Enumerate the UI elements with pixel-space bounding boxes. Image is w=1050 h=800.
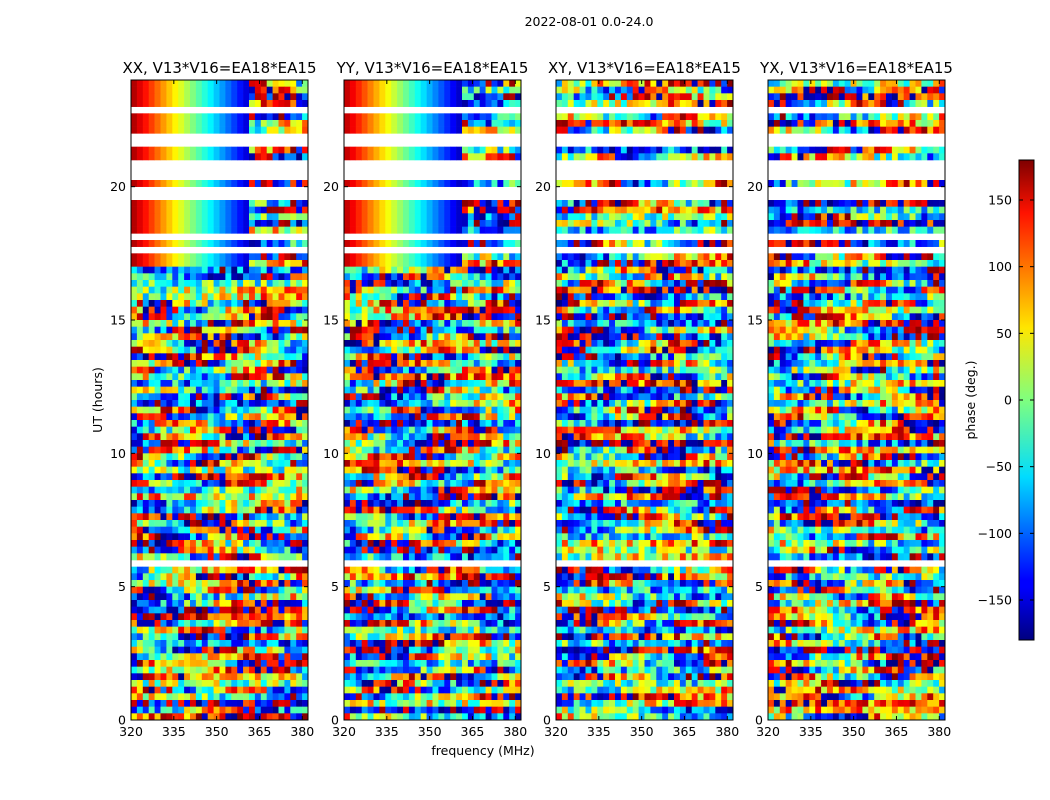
x-tick-label: 350	[205, 724, 229, 739]
panel-frame	[555, 79, 734, 721]
y-tick-label: 10	[323, 446, 339, 461]
x-tick-label: 365	[248, 724, 272, 739]
panel-title: YY, V13*V16=EA18*EA15	[336, 59, 529, 77]
y-tick-label: 0	[755, 713, 763, 728]
phase-heatmap	[768, 80, 946, 721]
y-tick-label: 10	[535, 446, 551, 461]
colorbar-label: phase (deg.)	[963, 361, 978, 440]
x-tick-label: 335	[162, 724, 186, 739]
y-tick-label: 5	[543, 579, 551, 594]
panel-3: XY, V13*V16=EA18*EA15 320 335 350 365 380 0 5 10…	[535, 59, 741, 739]
x-tick-label: 335	[587, 724, 611, 739]
y-tick-label: 15	[535, 313, 551, 328]
panel-title: XY, V13*V16=EA18*EA15	[548, 59, 741, 77]
x-tick-label: 380	[927, 724, 951, 739]
panel-title: XX, V13*V16=EA18*EA15	[122, 59, 316, 77]
panel-frame	[343, 79, 522, 721]
colorbar-tick-label: −50	[986, 459, 1012, 474]
x-tick-label: 320	[756, 724, 780, 739]
x-tick-label: 365	[673, 724, 697, 739]
y-tick-label: 0	[331, 713, 339, 728]
colorbar-tick-label: 0	[1004, 393, 1012, 408]
figure-suptitle: 2022-08-01 0.0-24.0	[525, 14, 654, 29]
panel-4: YX, V13*V16=EA18*EA15 320 335 350 365 380 0 5 10…	[747, 59, 953, 739]
y-tick-label: 20	[747, 179, 763, 194]
panel-1: XX, V13*V16=EA18*EA15 320 335 350 365 380 0 5 10…	[110, 59, 316, 739]
panel-2: YY, V13*V16=EA18*EA15 320 335 350 365 380 0 5 10…	[323, 59, 528, 739]
x-tick-label: 350	[418, 724, 442, 739]
phase-heatmap	[131, 80, 309, 721]
x-tick-label: 365	[461, 724, 485, 739]
y-tick-label: 5	[331, 579, 339, 594]
y-tick-label: 0	[543, 713, 551, 728]
colorbar-tick-label: 100	[988, 259, 1012, 274]
colorbar-tick-label: 150	[988, 193, 1012, 208]
colorbar-ticks: 150 100 50 0 −50 −100 −150	[978, 193, 1034, 608]
x-tick-label: 320	[544, 724, 568, 739]
y-tick-label: 15	[110, 313, 126, 328]
y-tick-label: 10	[747, 446, 763, 461]
phase-heatmap	[556, 80, 734, 721]
x-tick-label: 350	[842, 724, 866, 739]
panel-title: YX, V13*V16=EA18*EA15	[759, 59, 953, 77]
y-tick-label: 15	[323, 313, 339, 328]
x-axis-label: frequency (MHz)	[431, 743, 534, 758]
x-tick-label: 380	[503, 724, 527, 739]
y-tick-label: 5	[118, 579, 126, 594]
x-tick-label: 335	[375, 724, 399, 739]
y-tick-label: 5	[755, 579, 763, 594]
panel-frame	[767, 79, 946, 721]
phase-heatmap	[344, 80, 522, 721]
panels: XX, V13*V16=EA18*EA15 320 335 350 365 380 0 5 10…	[110, 59, 953, 739]
x-tick-label: 365	[885, 724, 909, 739]
x-tick-label: 335	[799, 724, 823, 739]
x-tick-label: 380	[290, 724, 314, 739]
y-tick-label: 0	[118, 713, 126, 728]
x-tick-label: 380	[715, 724, 739, 739]
colorbar-tick-label: 50	[996, 326, 1012, 341]
y-tick-label: 20	[323, 179, 339, 194]
y-tick-label: 10	[110, 446, 126, 461]
colorbar: 150 100 50 0 −50 −100 −150 phase (deg.)	[963, 159, 1035, 641]
colorbar-tick-label: −100	[978, 526, 1012, 541]
x-tick-label: 320	[119, 724, 143, 739]
y-axis-label: UT (hours)	[90, 367, 105, 433]
panel-frame	[130, 79, 309, 721]
y-tick-label: 20	[535, 179, 551, 194]
y-tick-label: 20	[110, 179, 126, 194]
y-tick-label: 15	[747, 313, 763, 328]
x-tick-label: 320	[332, 724, 356, 739]
x-tick-label: 350	[630, 724, 654, 739]
colorbar-tick-label: −150	[978, 593, 1012, 608]
